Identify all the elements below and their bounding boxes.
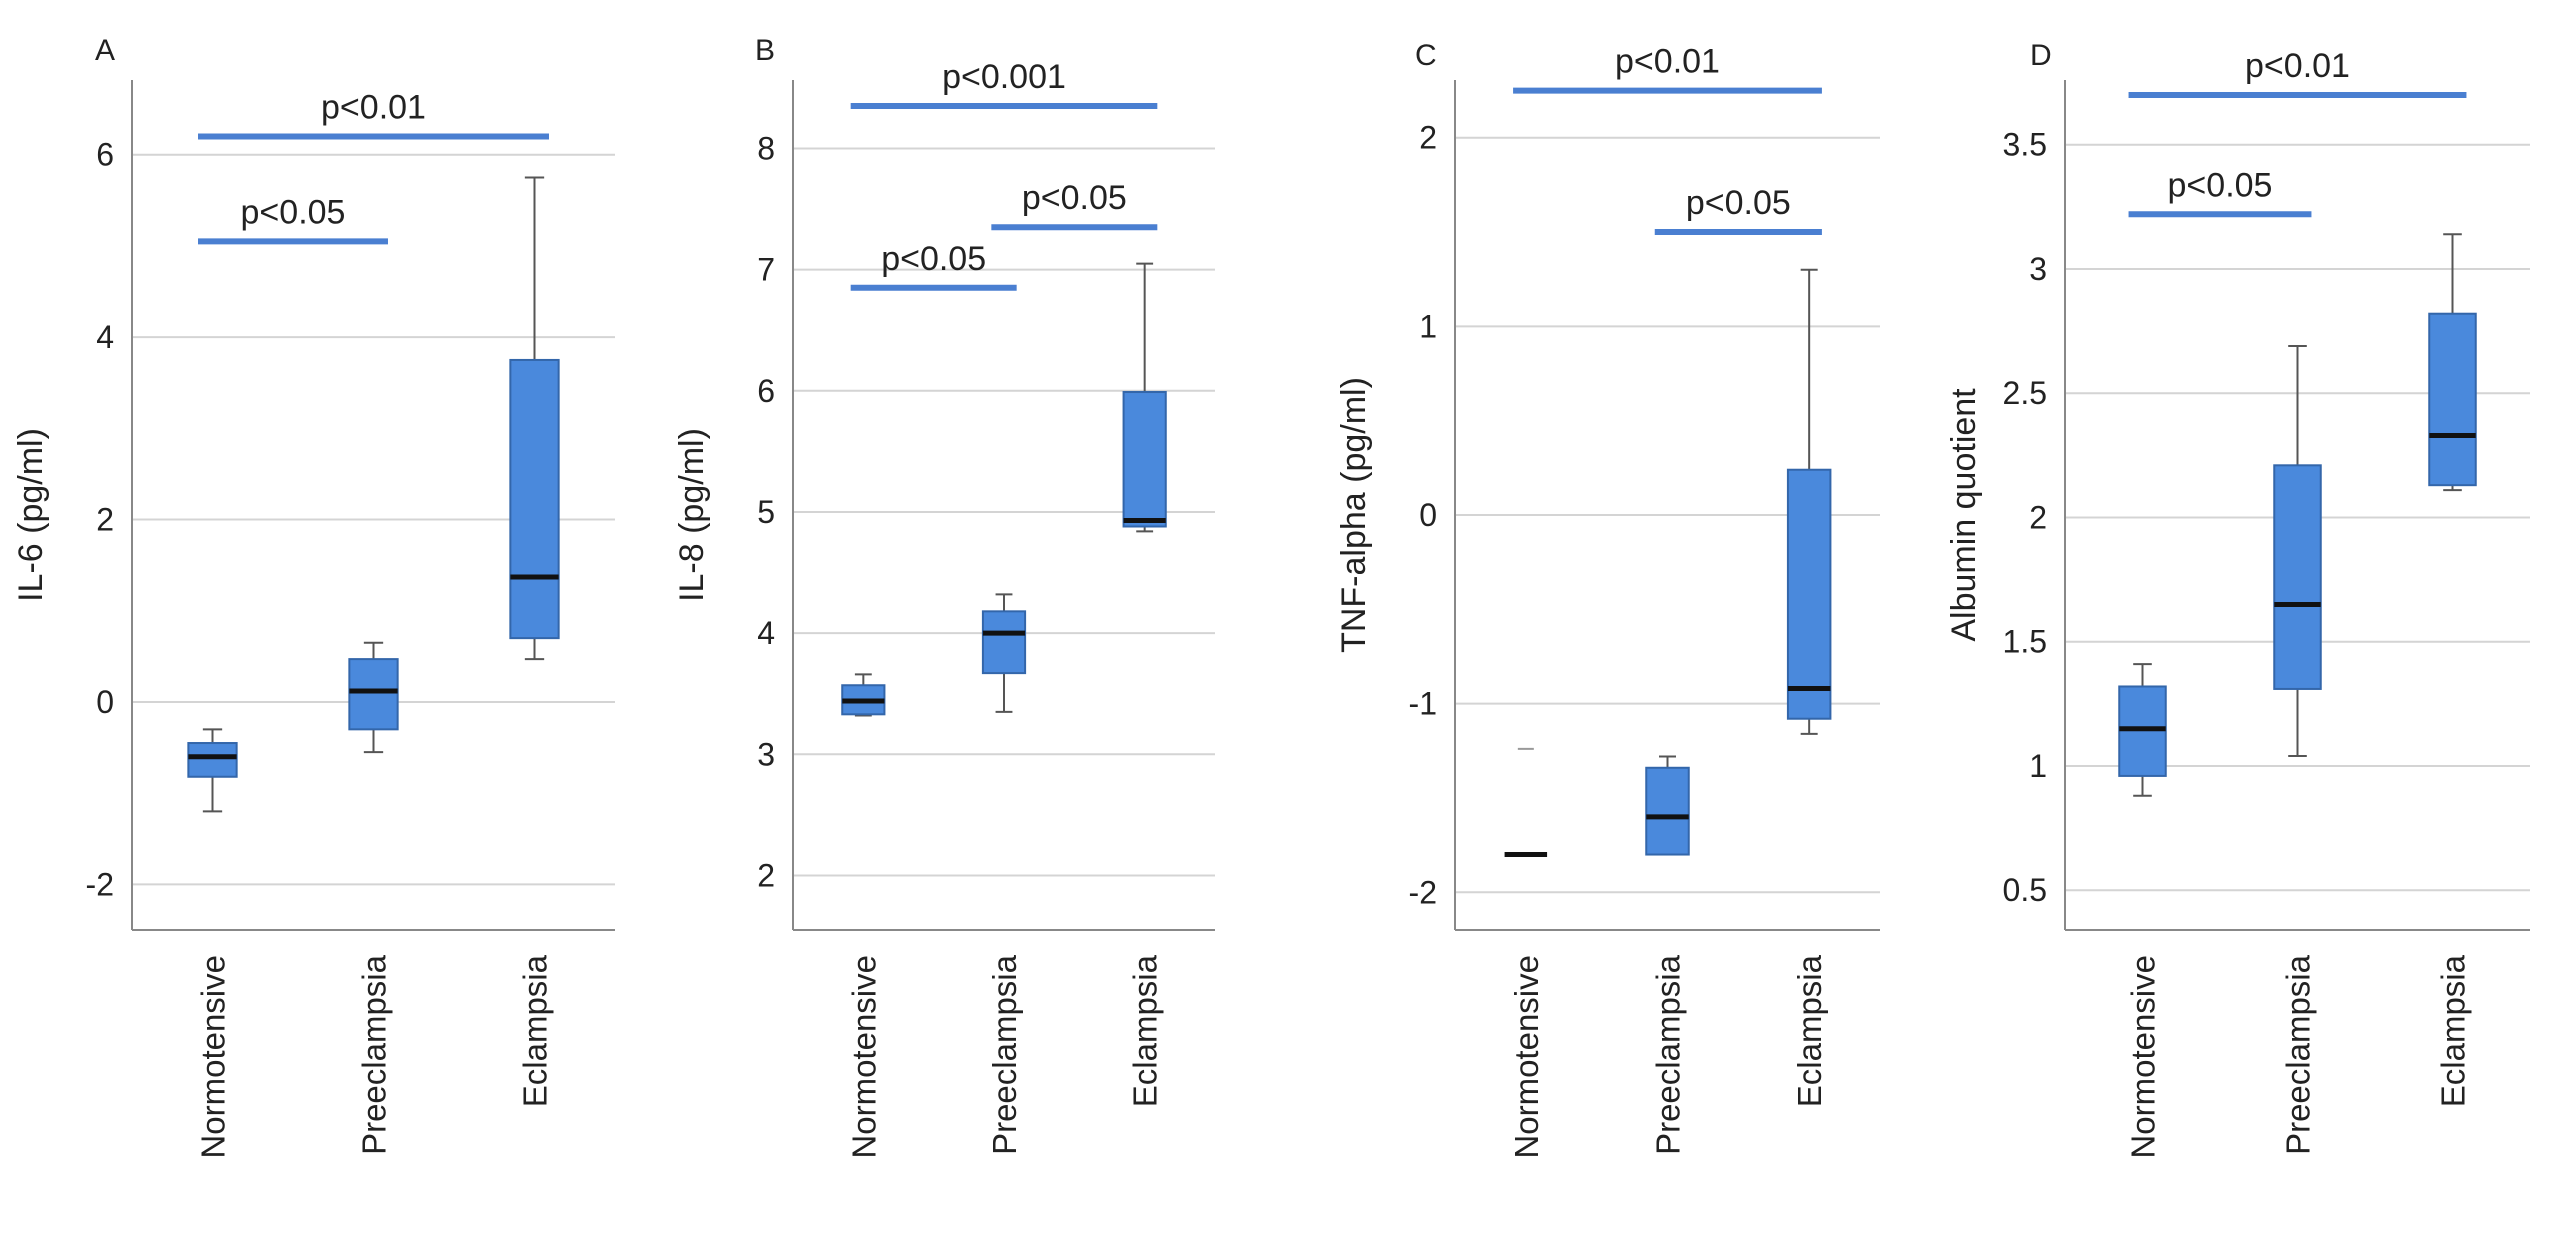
y-tick-label: 1 [2029,748,2047,784]
chart-panel-d: 0.5 1 1.5 2 2.5 3 3.5 D Albumin quotient Normoten… [1945,39,2530,1159]
box-iqr [187,742,238,778]
y-tick-label: 2 [2029,499,2047,535]
x-category-label: Normotensive [845,955,882,1159]
y-tick-label: 5 [757,494,775,530]
box-iqr [1645,766,1690,856]
chart-panel-c: -2 -1 0 1 2 C TNF-alpha (pg/ml) Normotensive Pre… [1335,39,1880,1159]
y-tick-label: 0.5 [2003,872,2047,908]
x-category-label: Eclampsia [1127,954,1164,1107]
y-axis-label: IL-8 (pg/ml) [673,428,711,602]
x-category-label: Eclampsia [1791,954,1828,1107]
panel-label: A [95,34,115,67]
y-tick-label: -1 [1409,686,1437,722]
y-axis-label: IL-6 (pg/ml) [12,428,50,602]
y-tick-label: 4 [757,615,775,651]
y-tick-label: 3.5 [2003,127,2047,163]
box-iqr [1122,391,1167,528]
panel-label: B [755,34,775,67]
x-category-label: Preeclampsia [2280,954,2317,1155]
y-tick-label: -2 [1409,874,1437,910]
panel-label: D [2030,39,2052,72]
y-tick-label: 2 [757,857,775,893]
significance-label: p<0.01 [1615,43,1720,81]
y-tick-label: 8 [757,130,775,166]
box-iqr [1786,468,1832,720]
y-tick-label: 2 [96,502,114,538]
y-tick-label: 7 [757,252,775,288]
y-tick-label: 6 [96,137,114,173]
x-category-label: Preeclampsia [1650,954,1687,1155]
significance-label: p<0.05 [2168,166,2273,204]
y-tick-label: 3 [757,736,775,772]
significance-label: p<0.05 [1022,179,1127,217]
y-tick-label: 1.5 [2003,624,2047,660]
x-category-label: Normotensive [2125,955,2162,1159]
y-tick-label: 0 [1419,497,1437,533]
x-category-label: Normotensive [195,955,232,1159]
significance-label: p<0.05 [881,240,986,278]
x-category-label: Eclampsia [517,954,554,1107]
y-axis-label: Albumin quotient [1945,388,1983,642]
box-iqr [981,610,1027,675]
significance-label: p<0.05 [241,193,346,231]
x-category-label: Preeclampsia [356,954,393,1155]
y-tick-label: 2 [1419,120,1437,156]
y-axis-label: TNF-alpha (pg/ml) [1335,377,1373,653]
box-iqr [348,658,399,731]
y-tick-label: 6 [757,373,775,409]
box-iqr [509,358,560,640]
x-category-label: Preeclampsia [986,954,1023,1155]
chart-panel-a: -2 0 2 4 6 A IL-6 (pg/ml) Normotensive Preeclamp… [12,34,615,1159]
y-tick-label: 2.5 [2003,375,2047,411]
significance-label: p<0.01 [2245,47,2350,85]
y-tick-label: 4 [96,319,114,355]
y-tick-label: 3 [2029,251,2047,287]
significance-label: p<0.001 [942,58,1066,96]
significance-label: p<0.01 [321,88,426,126]
y-tick-label: 1 [1419,308,1437,344]
box-iqr [2273,464,2322,690]
x-category-label: Eclampsia [2435,954,2472,1107]
y-tick-label: 0 [96,684,114,720]
panel-label: C [1415,39,1437,72]
x-category-label: Normotensive [1508,955,1545,1159]
chart-panel-b: 2 3 4 5 6 7 8 B IL-8 (pg/ml) Normotensive Preeclam… [673,34,1215,1159]
y-tick-label: -2 [86,866,114,902]
box-iqr [2428,312,2477,487]
significance-label: p<0.05 [1686,184,1791,222]
